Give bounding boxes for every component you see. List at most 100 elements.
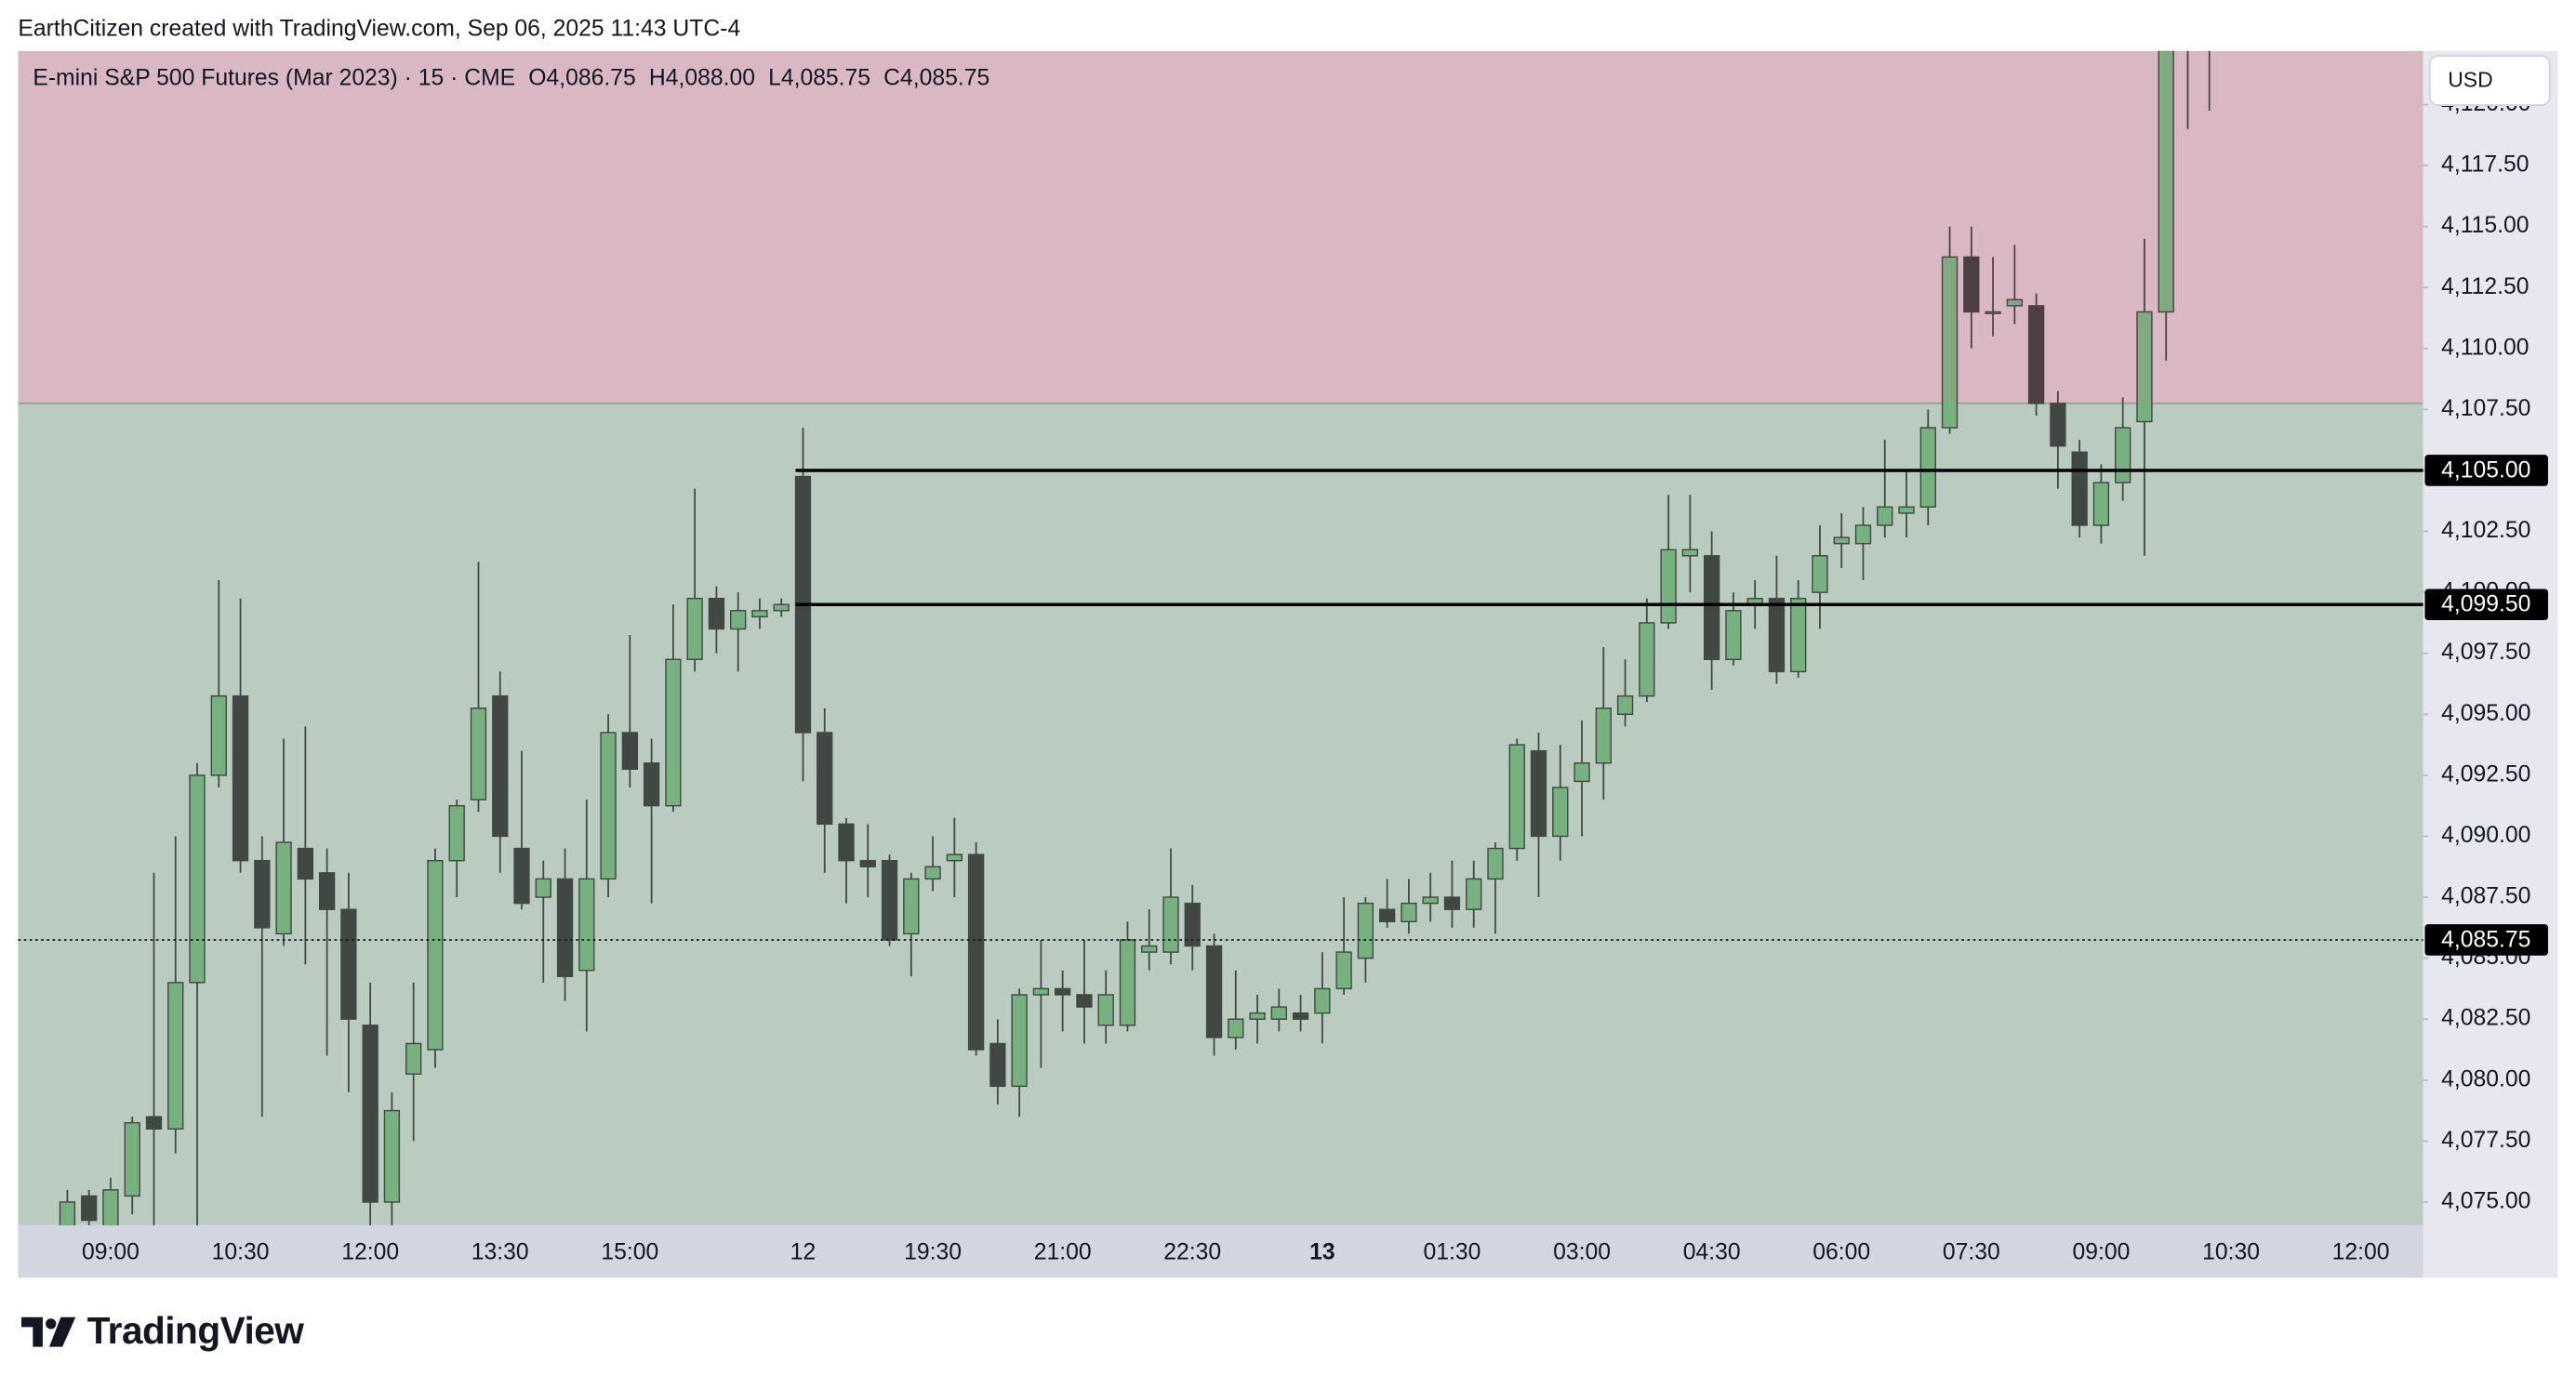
- x-tick-label: 10:30: [212, 1239, 270, 1264]
- legend-symbol: E-mini S&P 500 Futures (Mar 2023) · 15 ·…: [33, 65, 515, 90]
- candle-body: [1703, 555, 1720, 660]
- candle-body: [1790, 597, 1807, 673]
- candle-body: [1854, 524, 1872, 545]
- candle-body: [427, 859, 444, 1051]
- candle-body: [686, 597, 703, 660]
- candle-body: [1292, 1012, 1309, 1020]
- y-tick-label: 4,102.50: [2441, 518, 2530, 543]
- candle-body: [1812, 555, 1828, 593]
- candle-body: [1314, 987, 1331, 1014]
- candle-body: [1552, 787, 1569, 838]
- y-tick-label: 4,115.00: [2441, 213, 2529, 238]
- zone: [18, 403, 2423, 1225]
- candle-body: [340, 908, 357, 1020]
- brand-name: TradingView: [87, 1309, 305, 1352]
- x-tick-label: 10:30: [2202, 1239, 2260, 1264]
- candle-body: [1985, 311, 2001, 314]
- logo-mark: [20, 1316, 43, 1347]
- candle-body: [708, 597, 725, 630]
- candle-body: [859, 859, 876, 867]
- candle-body: [210, 694, 227, 776]
- logo-dot: [46, 1318, 57, 1329]
- candle-body: [405, 1042, 422, 1075]
- time-axis: [18, 1224, 2423, 1278]
- candle-body: [1184, 902, 1201, 947]
- candle-body: [1443, 896, 1461, 910]
- candle-body: [621, 732, 638, 771]
- x-tick-label: 21:00: [1034, 1239, 1092, 1264]
- candle-body: [2158, 50, 2174, 313]
- x-tick-label: 09:00: [2072, 1239, 2130, 1264]
- candle-body: [1919, 427, 1936, 509]
- candle-body: [1768, 597, 1786, 673]
- currency-button[interactable]: USD: [2428, 55, 2551, 106]
- y-tick-label: 4,075.00: [2441, 1188, 2530, 1213]
- candle-body: [470, 708, 487, 800]
- candle-body: [1141, 945, 1158, 953]
- candle-body: [903, 878, 920, 935]
- candle-body: [1249, 1012, 1266, 1020]
- legend-close: C4,085.75: [883, 65, 989, 90]
- y-tick-label: 4,095.00: [2441, 701, 2530, 726]
- y-tick-label: 4,112.50: [2441, 274, 2529, 299]
- candle-body: [513, 847, 530, 905]
- candle-body: [556, 878, 574, 978]
- candle-body: [254, 859, 271, 929]
- candle-body: [2006, 298, 2024, 307]
- candle-body: [2136, 311, 2153, 423]
- y-tick-label: 4,110.00: [2441, 335, 2529, 360]
- brand-logo: TradingView: [20, 1309, 305, 1352]
- x-tick-label: 03:00: [1553, 1239, 1611, 1264]
- currency-label[interactable]: USD: [2448, 68, 2492, 92]
- candle-body: [946, 853, 963, 862]
- legend-high: H4,088.00: [649, 65, 755, 90]
- candle-body: [1833, 536, 1850, 545]
- x-tick-label: 13: [1309, 1239, 1334, 1264]
- y-tick-label: 4,087.50: [2441, 884, 2530, 909]
- y-tick-label: 4,092.50: [2441, 761, 2530, 787]
- zone-tint: [18, 403, 2423, 1225]
- candle-body: [773, 603, 790, 612]
- candle-body: [1616, 694, 1634, 716]
- candle-body: [2181, 0, 2196, 7]
- y-tick-label: 4,077.50: [2441, 1128, 2530, 1153]
- candle-body: [448, 804, 465, 862]
- candle-body: [145, 1116, 163, 1130]
- candle-body: [1508, 744, 1525, 850]
- candle-body: [362, 1025, 378, 1203]
- candle-body: [102, 1189, 119, 1225]
- price-label-box: [2424, 589, 2548, 621]
- legend-low: L4,085.75: [768, 65, 870, 90]
- candle-body: [1076, 994, 1093, 1008]
- last-price-box: [2424, 924, 2548, 956]
- candle-body: [1032, 987, 1050, 996]
- legend-open: O4,086.75: [528, 65, 635, 90]
- candle-body: [1595, 708, 1612, 764]
- candle-body: [232, 694, 249, 862]
- candle-body: [1573, 762, 1590, 783]
- candle-body: [1422, 896, 1439, 905]
- candle-body: [1357, 902, 1374, 959]
- candle-body: [1401, 902, 1417, 922]
- candle-body: [1205, 945, 1223, 1038]
- candle-body: [275, 841, 292, 935]
- x-tick-label: 06:00: [1812, 1239, 1870, 1264]
- x-tick-label: 04:30: [1683, 1239, 1741, 1264]
- candle-body: [1530, 749, 1547, 838]
- candle-body: [924, 866, 941, 880]
- candle-body: [1228, 1018, 1244, 1038]
- candle-body: [600, 732, 617, 880]
- candle-body: [535, 878, 551, 898]
- y-tick-label: 4,097.50: [2441, 640, 2530, 665]
- candle-body: [817, 732, 833, 826]
- x-tick-label: 07:30: [1943, 1239, 2000, 1264]
- currency-box[interactable]: [2428, 55, 2551, 106]
- zone-tint: [18, 50, 2423, 403]
- candle-body: [1963, 256, 1980, 313]
- x-tick-label: 01:30: [1424, 1239, 1481, 1264]
- candle-body: [318, 872, 336, 910]
- candle-body: [1941, 256, 1959, 429]
- candle-body: [2027, 305, 2045, 404]
- candle-body: [1877, 506, 1893, 526]
- candle-body: [1639, 622, 1655, 697]
